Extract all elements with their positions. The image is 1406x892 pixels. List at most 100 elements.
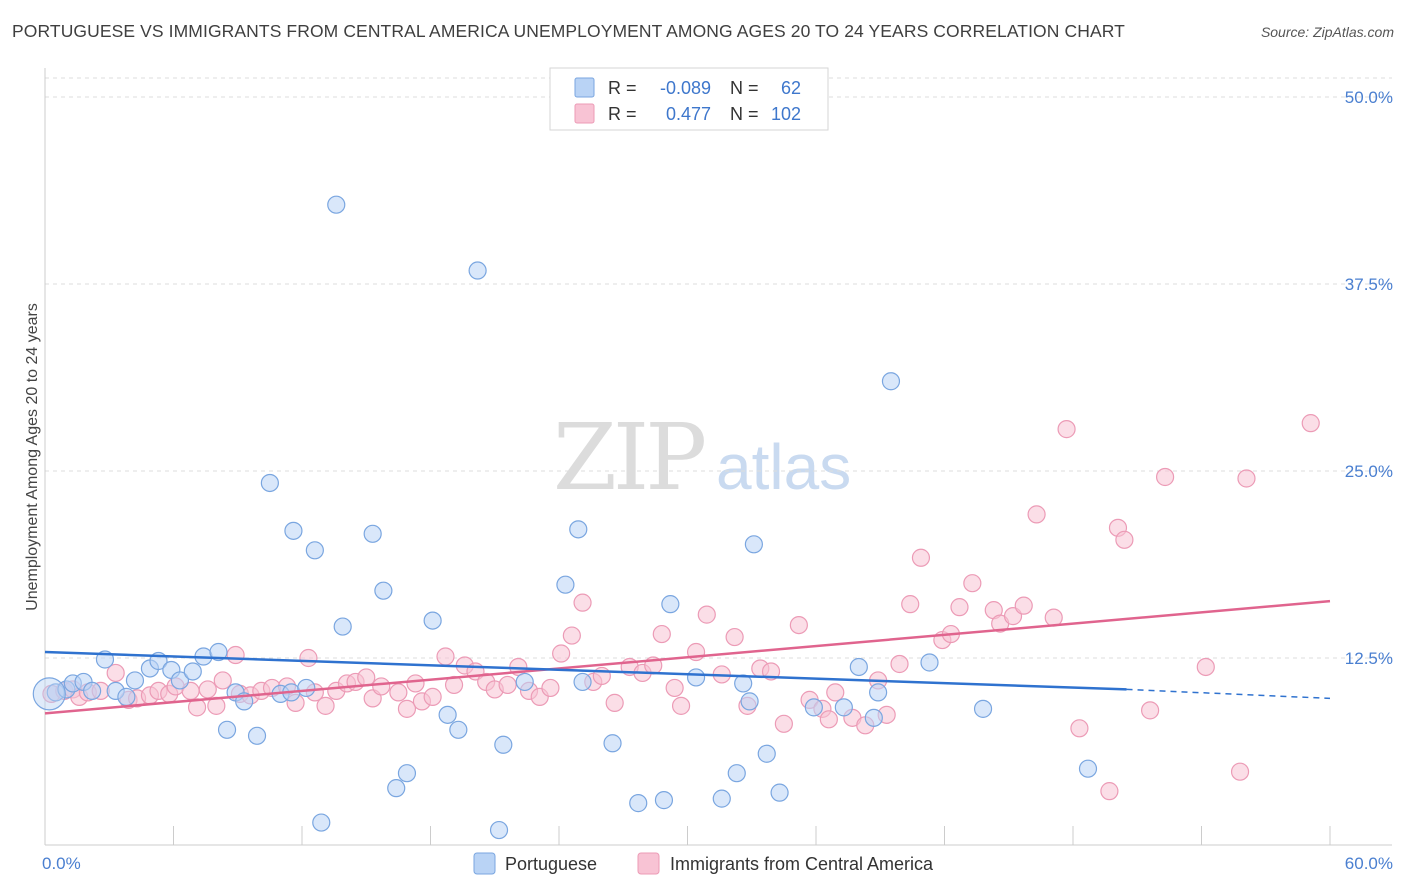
portuguese-point	[247, 726, 267, 745]
central-america-point	[316, 696, 335, 715]
central-america-point	[372, 677, 391, 696]
portuguese-point	[387, 779, 406, 798]
portuguese-point	[727, 764, 746, 783]
source-label: Source: ZipAtlas.com	[1260, 24, 1394, 40]
x-tick-label-min: 0.0%	[42, 854, 81, 873]
portuguese-points	[32, 195, 1098, 840]
portuguese-point	[1078, 759, 1098, 778]
portuguese-point	[83, 681, 102, 701]
central-america-point	[1057, 420, 1076, 439]
y-tick-label: 37.5%	[1345, 275, 1393, 294]
central-america-point	[1196, 657, 1215, 677]
central-america-point	[106, 663, 125, 683]
x-tick-label-max: 60.0%	[1345, 854, 1393, 873]
portuguese-point	[573, 672, 592, 692]
central-america-point	[1070, 719, 1089, 738]
legend-r-label-1: R =	[608, 78, 637, 98]
central-america-point	[1014, 596, 1033, 615]
portuguese-point	[449, 720, 468, 739]
portuguese-point	[849, 657, 868, 677]
portuguese-point	[740, 692, 759, 711]
central-america-point	[299, 648, 318, 668]
central-america-point	[665, 678, 684, 698]
central-america-point	[950, 598, 969, 617]
portuguese-point	[489, 820, 509, 840]
central-america-point	[911, 548, 931, 567]
y-tick-label: 50.0%	[1345, 88, 1393, 107]
series-legend: Portuguese Immigrants from Central Ameri…	[473, 852, 934, 875]
central-america-point	[389, 683, 408, 702]
central-america-point	[213, 671, 232, 690]
legend-r-label-2: R =	[608, 104, 637, 124]
central-america-point	[498, 675, 517, 695]
central-america-point	[357, 668, 376, 687]
y-tick-label: 25.0%	[1345, 462, 1393, 481]
portuguese-trend-line	[44, 650, 1127, 691]
portuguese-point	[629, 794, 648, 813]
central-america-point	[423, 687, 442, 706]
portuguese-point	[305, 541, 324, 560]
portuguese-point	[556, 575, 575, 594]
central-america-point	[819, 710, 838, 729]
portuguese-point	[569, 520, 588, 539]
central-america-point	[761, 662, 781, 681]
trend-lines	[44, 599, 1331, 715]
legend-n-label-1: N =	[730, 78, 759, 98]
legend-n-value-1: 62	[781, 78, 801, 98]
portuguese-point	[209, 642, 228, 662]
central-america-point	[436, 647, 455, 666]
legend-n-label-2: N =	[730, 104, 759, 124]
portuguese-point	[515, 672, 534, 692]
central-america-point	[963, 574, 982, 593]
portuguese-point	[712, 789, 731, 808]
y-tick-label: 12.5%	[1345, 649, 1393, 668]
portuguese-point	[468, 261, 487, 280]
central-america-point	[1237, 469, 1256, 488]
bottom-legend-portuguese: Portuguese	[505, 854, 597, 874]
portuguese-point	[661, 595, 680, 614]
chart-title: PORTUGUESE VS IMMIGRANTS FROM CENTRAL AM…	[12, 21, 1125, 41]
bottom-legend-swatch-portuguese	[473, 852, 496, 875]
central-america-point	[605, 693, 624, 712]
portuguese-cluster-point	[32, 677, 66, 711]
portuguese-point	[423, 611, 442, 630]
portuguese-point	[363, 524, 382, 543]
central-america-point	[789, 615, 808, 635]
bottom-legend-swatch-central-america	[637, 852, 660, 875]
portuguese-point	[603, 734, 622, 753]
portuguese-point	[183, 662, 202, 681]
portuguese-point	[397, 764, 417, 783]
legend-r-value-2: 0.477	[666, 104, 711, 124]
legend-box	[549, 67, 829, 131]
central-america-point	[552, 644, 571, 663]
central-america-points	[42, 414, 1320, 801]
portuguese-point	[333, 617, 352, 636]
axes	[44, 68, 1392, 846]
x-tick-labels: 0.0% 60.0%	[42, 854, 1393, 873]
central-america-point	[1155, 467, 1175, 487]
portuguese-point	[217, 720, 237, 739]
legend-swatch-portuguese	[574, 77, 595, 98]
correlation-legend: R = -0.089 N = 62 R = 0.477 N = 102	[549, 67, 829, 131]
portuguese-point	[973, 699, 993, 718]
central-america-point	[226, 645, 245, 665]
portuguese-point	[284, 521, 303, 540]
bottom-legend-central-america: Immigrants from Central America	[670, 854, 934, 874]
central-america-point	[901, 595, 920, 614]
central-america-point	[406, 674, 425, 693]
central-america-point	[1115, 530, 1134, 549]
portuguese-point	[260, 473, 279, 493]
portuguese-point	[834, 698, 853, 717]
portuguese-trend-extension	[1126, 688, 1331, 700]
watermark-zip: ZIP	[553, 404, 704, 511]
central-america-point	[573, 593, 592, 612]
portuguese-point	[920, 653, 939, 672]
portuguese-point	[170, 671, 190, 690]
portuguese-point	[327, 195, 346, 214]
central-america-point	[652, 624, 671, 644]
central-america-point	[826, 683, 845, 702]
portuguese-point	[686, 668, 706, 687]
portuguese-point	[438, 705, 457, 724]
watermark-atlas: atlas	[716, 431, 851, 503]
portuguese-point	[117, 687, 136, 706]
